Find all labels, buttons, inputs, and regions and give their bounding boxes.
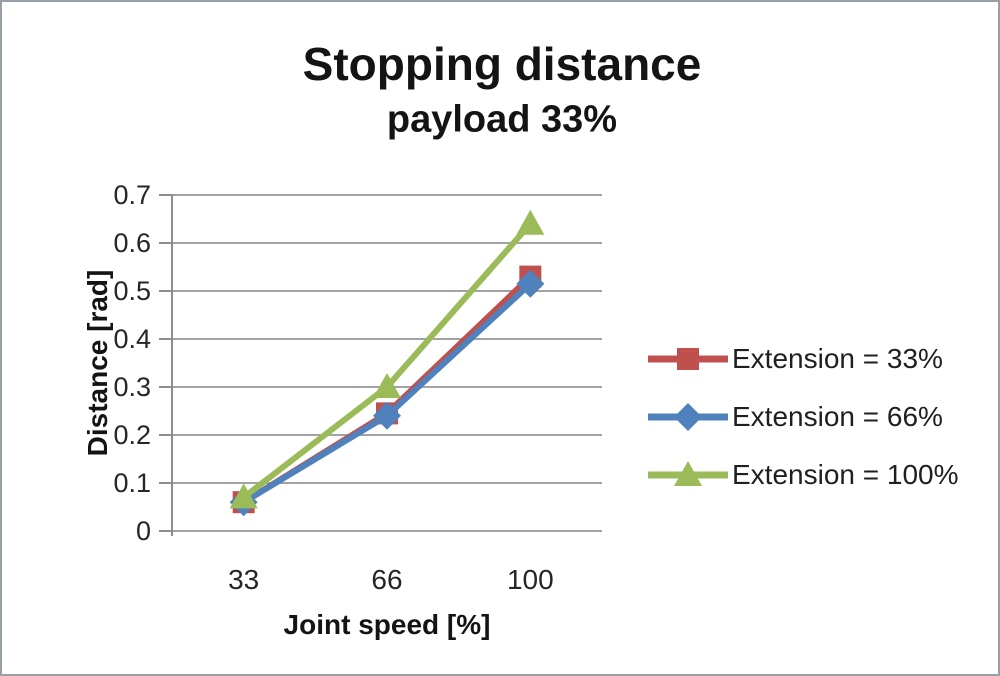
marker-triangle xyxy=(373,373,401,398)
y-tick-label: 0.5 xyxy=(113,276,151,306)
marker-triangle xyxy=(516,209,545,235)
y-tick-label: 0.4 xyxy=(113,324,151,354)
legend-label: Extension = 66% xyxy=(732,401,943,432)
y-tick-label: 0.1 xyxy=(113,468,151,498)
legend-label: Extension = 100% xyxy=(732,459,959,490)
y-tick-label: 0.3 xyxy=(113,372,151,402)
legend-key-square-icon xyxy=(648,348,728,370)
y-tick-label: 0.7 xyxy=(113,180,151,210)
legend-key-triangle-icon xyxy=(648,461,728,486)
marker-triangle xyxy=(674,461,702,486)
legend-item: Extension = 33% xyxy=(648,342,959,376)
x-tick-label: 66 xyxy=(371,564,402,595)
y-tick-label: 0.2 xyxy=(113,420,151,450)
marker-diamond xyxy=(373,401,401,430)
legend-item: Extension = 100% xyxy=(648,458,959,492)
x-tick-label: 33 xyxy=(228,564,259,595)
chart-legend: Extension = 33% Extension = 66% Extension … xyxy=(648,342,959,516)
marker-diamond xyxy=(516,269,545,298)
y-axis-title: Distance [rad] xyxy=(82,269,113,457)
y-tick-label: 0 xyxy=(136,516,151,546)
marker-square xyxy=(677,348,699,370)
series-line xyxy=(241,221,533,500)
chart-title: Stopping distance xyxy=(302,38,702,90)
marker-triangle xyxy=(229,483,258,509)
y-tick-label: 0.6 xyxy=(113,228,151,258)
x-axis-title: Joint speed [%] xyxy=(283,609,491,640)
marker-diamond xyxy=(674,403,702,431)
x-tick-label: 100 xyxy=(507,564,554,595)
legend-key-diamond-icon xyxy=(648,403,728,431)
chart-subtitle: payload 33% xyxy=(386,98,618,141)
legend-item: Extension = 66% xyxy=(648,400,959,434)
legend-label: Extension = 33% xyxy=(732,343,943,374)
